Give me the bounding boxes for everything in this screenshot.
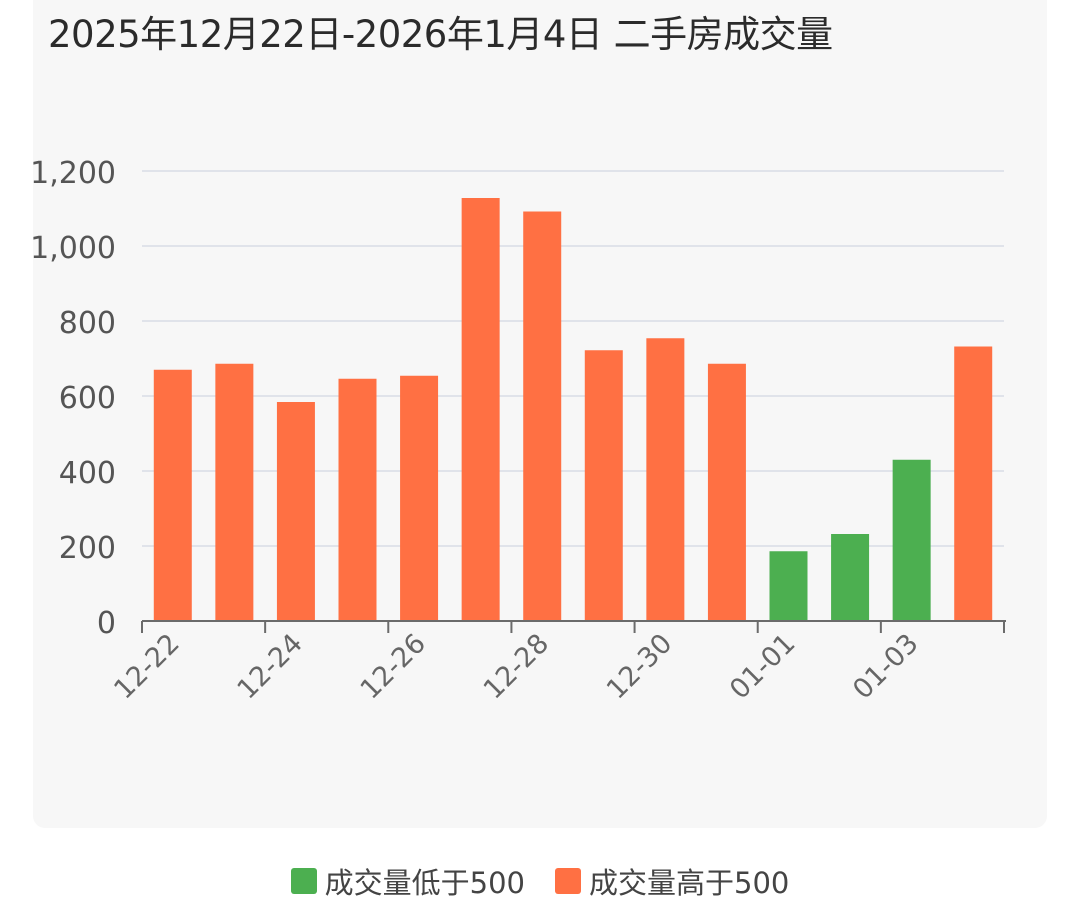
y-tick-label: 1,000	[30, 231, 116, 266]
legend-swatch-low	[290, 868, 317, 894]
chart-title: 2025年12月22日-2026年1月4日 二手房成交量	[48, 13, 833, 56]
bar-01-02[interactable]	[831, 534, 870, 621]
y-tick-label: 200	[59, 531, 116, 566]
y-tick-label: 1,200	[30, 156, 116, 191]
y-tick-label: 400	[59, 456, 116, 491]
legend: 成交量低于500 成交量高于500	[0, 860, 1080, 902]
bar-01-01[interactable]	[769, 551, 808, 621]
x-tick-label: 12-30	[601, 628, 678, 705]
bar-01-03[interactable]	[892, 459, 931, 621]
y-tick-label: 0	[97, 606, 116, 641]
bar-12-29[interactable]	[584, 350, 623, 621]
y-tick-label: 600	[59, 381, 116, 416]
legend-item-high[interactable]: 成交量高于500	[555, 860, 789, 902]
x-tick-label: 12-24	[231, 628, 308, 705]
legend-item-low[interactable]: 成交量低于500	[290, 860, 525, 902]
bar-12-27[interactable]	[461, 198, 500, 621]
x-tick-label: 12-26	[355, 628, 432, 705]
bar-01-04[interactable]	[954, 346, 993, 622]
bar-12-25[interactable]	[338, 378, 377, 621]
bar-12-28[interactable]	[523, 211, 562, 622]
legend-swatch-high	[555, 868, 581, 894]
x-tick-label: 12-22	[108, 628, 185, 705]
legend-label-low: 成交量低于500	[324, 866, 525, 900]
y-tick-label: 800	[59, 306, 116, 341]
x-tick-label: 01-01	[724, 628, 801, 705]
bar-12-26[interactable]	[400, 375, 439, 621]
bar-12-23[interactable]	[215, 363, 254, 621]
y-axis-tick-labels: 0 200 400 600 800 1,000 1,200	[30, 156, 116, 641]
bar-12-31[interactable]	[707, 363, 746, 621]
legend-label-high: 成交量高于500	[589, 866, 790, 900]
bar-12-30[interactable]	[646, 338, 685, 621]
x-tick-label: 01-03	[847, 628, 924, 705]
x-axis-tick-labels: 12-22 12-24 12-26 12-28 12-30 01-01 01-03	[108, 628, 924, 705]
bar-12-22[interactable]	[153, 369, 192, 621]
gridlines	[142, 170, 1004, 547]
x-axis	[141, 620, 1006, 633]
bar-12-24[interactable]	[276, 402, 315, 621]
bars	[153, 198, 993, 622]
x-tick-label: 12-28	[478, 628, 555, 705]
